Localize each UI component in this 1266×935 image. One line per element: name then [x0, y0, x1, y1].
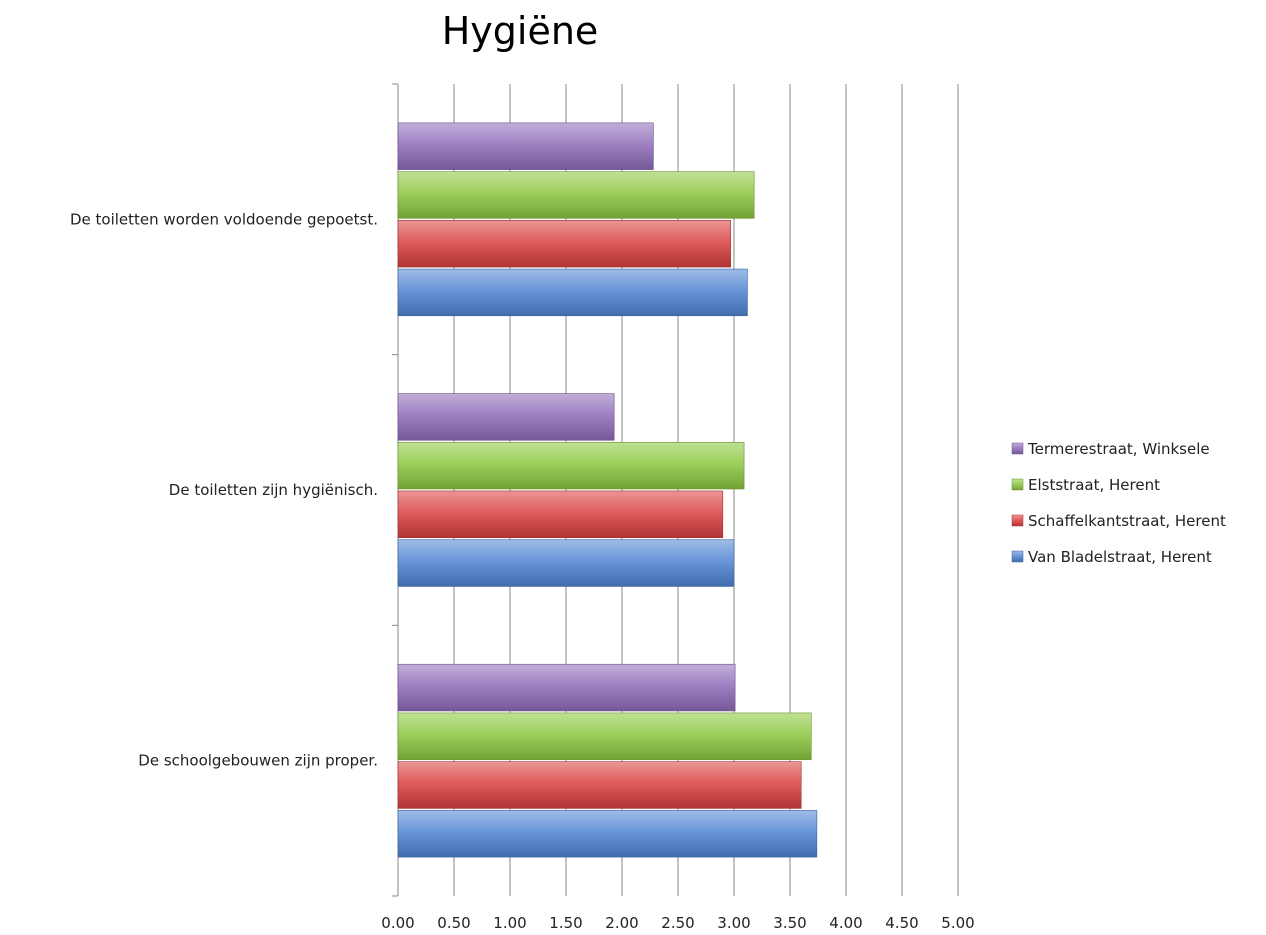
bar: [397, 171, 755, 219]
bar: [397, 220, 731, 268]
legend-swatch: [1011, 478, 1024, 491]
x-tick-label: 2.00: [605, 914, 638, 932]
legend-swatch: [1011, 550, 1024, 563]
bar: [397, 810, 818, 858]
bar: [397, 539, 735, 587]
x-tick-label: 3.00: [717, 914, 750, 932]
x-tick-label: 3.50: [773, 914, 806, 932]
axes: [392, 83, 399, 897]
x-tick-label: 4.50: [885, 914, 918, 932]
x-tick-labels: 0.00 0.50 1.00 1.50 2.00 2.50 3.00 3.50 4.00 4.50…: [381, 914, 974, 932]
x-tick-label: 0.50: [437, 914, 470, 932]
x-tick-label: 0.00: [381, 914, 414, 932]
x-tick-label: 4.00: [829, 914, 862, 932]
legend-label: Schaffelkantstraat, Herent: [1028, 512, 1226, 530]
legend-swatch: [1011, 442, 1024, 455]
bar: [397, 490, 724, 539]
legend-swatch: [1011, 514, 1024, 527]
bar: [397, 663, 736, 712]
category-labels: De toiletten worden voldoende gepoetst. D…: [70, 210, 378, 769]
chart-title: Hygiëne: [442, 9, 599, 53]
bar: [397, 441, 745, 490]
legend-label: Termerestraat, Winksele: [1027, 440, 1210, 458]
bar: [397, 761, 802, 809]
bar: [397, 712, 812, 760]
x-tick-label: 5.00: [941, 914, 974, 932]
bar: [397, 393, 615, 441]
bars: [397, 122, 818, 858]
x-tick-label: 1.00: [493, 914, 526, 932]
bar: [397, 268, 748, 317]
legend-label: Elststraat, Herent: [1028, 476, 1160, 494]
legend: Termerestraat, Winksele Elststraat, Heren…: [1011, 440, 1226, 566]
gridlines: [453, 84, 959, 896]
x-tick-label: 2.50: [661, 914, 694, 932]
x-tick-label: 1.50: [549, 914, 582, 932]
category-label: De toiletten worden voldoende gepoetst.: [70, 210, 378, 228]
legend-label: Van Bladelstraat, Herent: [1028, 548, 1212, 566]
bar: [397, 122, 654, 170]
category-label: De schoolgebouwen zijn proper.: [138, 752, 378, 770]
category-label: De toiletten zijn hygiënisch.: [169, 481, 378, 499]
